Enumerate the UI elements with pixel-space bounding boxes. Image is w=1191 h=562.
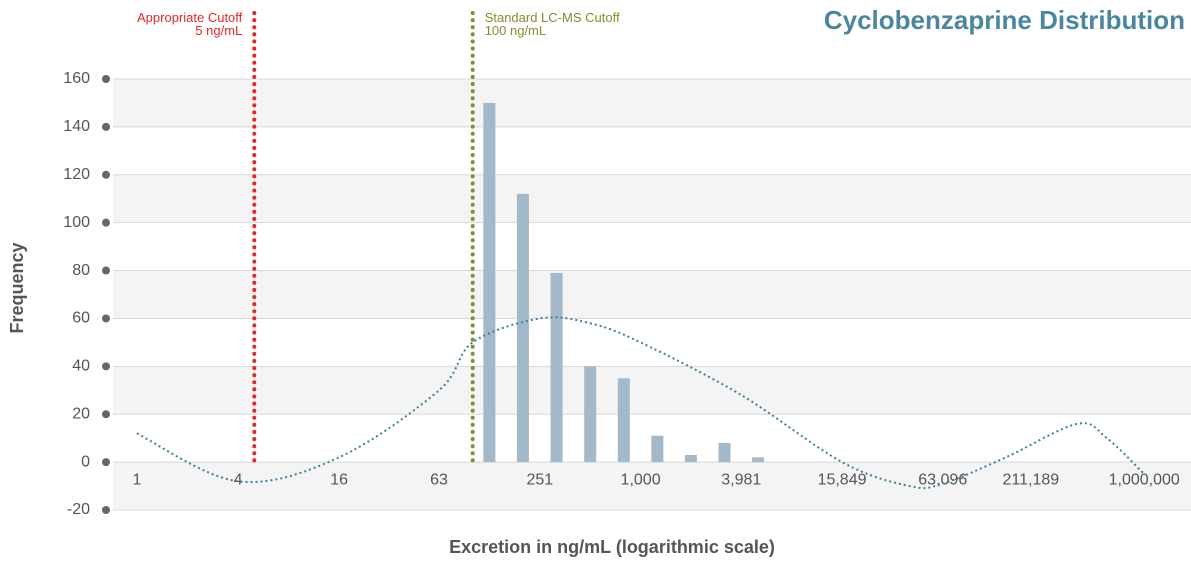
y-tick-label: 0 <box>81 453 90 470</box>
band <box>113 462 1191 510</box>
y-tick-label: 120 <box>63 166 90 183</box>
x-tick-label: 211,189 <box>1003 471 1060 488</box>
bar <box>584 366 597 463</box>
bar <box>550 272 563 463</box>
annotation: Appropriate Cutoff <box>137 10 243 25</box>
bar <box>752 457 765 463</box>
x-tick-label: 1,000 <box>621 471 661 488</box>
band <box>113 270 1191 319</box>
x-tick-label: 16 <box>330 471 348 488</box>
y-tick-mark <box>102 266 110 275</box>
annotation: Standard LC-MS Cutoff <box>485 10 620 25</box>
y-tick-label: 20 <box>72 405 90 422</box>
y-tick-mark <box>102 314 110 323</box>
x-tick-label: 1,000,000 <box>1109 471 1180 488</box>
annotation: 5 ng/mL <box>195 23 242 38</box>
y-tick-mark <box>102 506 110 514</box>
y-tick-mark <box>102 122 110 131</box>
trend-curve <box>136 316 1145 490</box>
bar <box>684 454 697 463</box>
y-tick-label: 60 <box>72 310 90 327</box>
x-tick-label: 15,849 <box>818 471 867 488</box>
bar <box>483 102 496 463</box>
bar <box>718 442 731 463</box>
band <box>113 174 1191 223</box>
y-tick-label: 100 <box>63 214 90 231</box>
y-tick-mark <box>102 170 110 179</box>
y-tick-label: 40 <box>72 358 90 375</box>
x-axis-label: Excretion in ng/mL (logarithmic scale) <box>449 537 775 557</box>
bar <box>516 193 529 463</box>
y-tick-mark <box>102 410 110 419</box>
x-tick-label: 251 <box>526 471 553 488</box>
y-tick-mark <box>102 75 110 83</box>
y-tick-mark <box>102 362 110 371</box>
x-tick-label: 63 <box>430 471 448 488</box>
annotation: 100 ng/mL <box>485 23 546 38</box>
chart-title: Cyclobenzaprine Distribution <box>824 5 1185 35</box>
band <box>113 79 1191 127</box>
y-tick-label: -20 <box>67 501 90 518</box>
x-tick-label: 3,981 <box>721 471 761 488</box>
y-tick-mark <box>102 458 110 467</box>
x-tick-label: 1 <box>132 471 141 488</box>
y-tick-label: 140 <box>63 118 90 135</box>
band <box>113 366 1191 415</box>
y-axis-label: Frequency <box>7 242 27 333</box>
y-tick-mark <box>102 218 110 227</box>
plot-background <box>113 79 1191 510</box>
y-tick-label: 160 <box>63 70 90 87</box>
y-tick-label: 80 <box>72 262 90 279</box>
bar <box>617 378 630 463</box>
x-tick-label: 63,096 <box>918 471 967 488</box>
bar <box>651 435 664 463</box>
x-tick-label: 4 <box>234 471 243 488</box>
